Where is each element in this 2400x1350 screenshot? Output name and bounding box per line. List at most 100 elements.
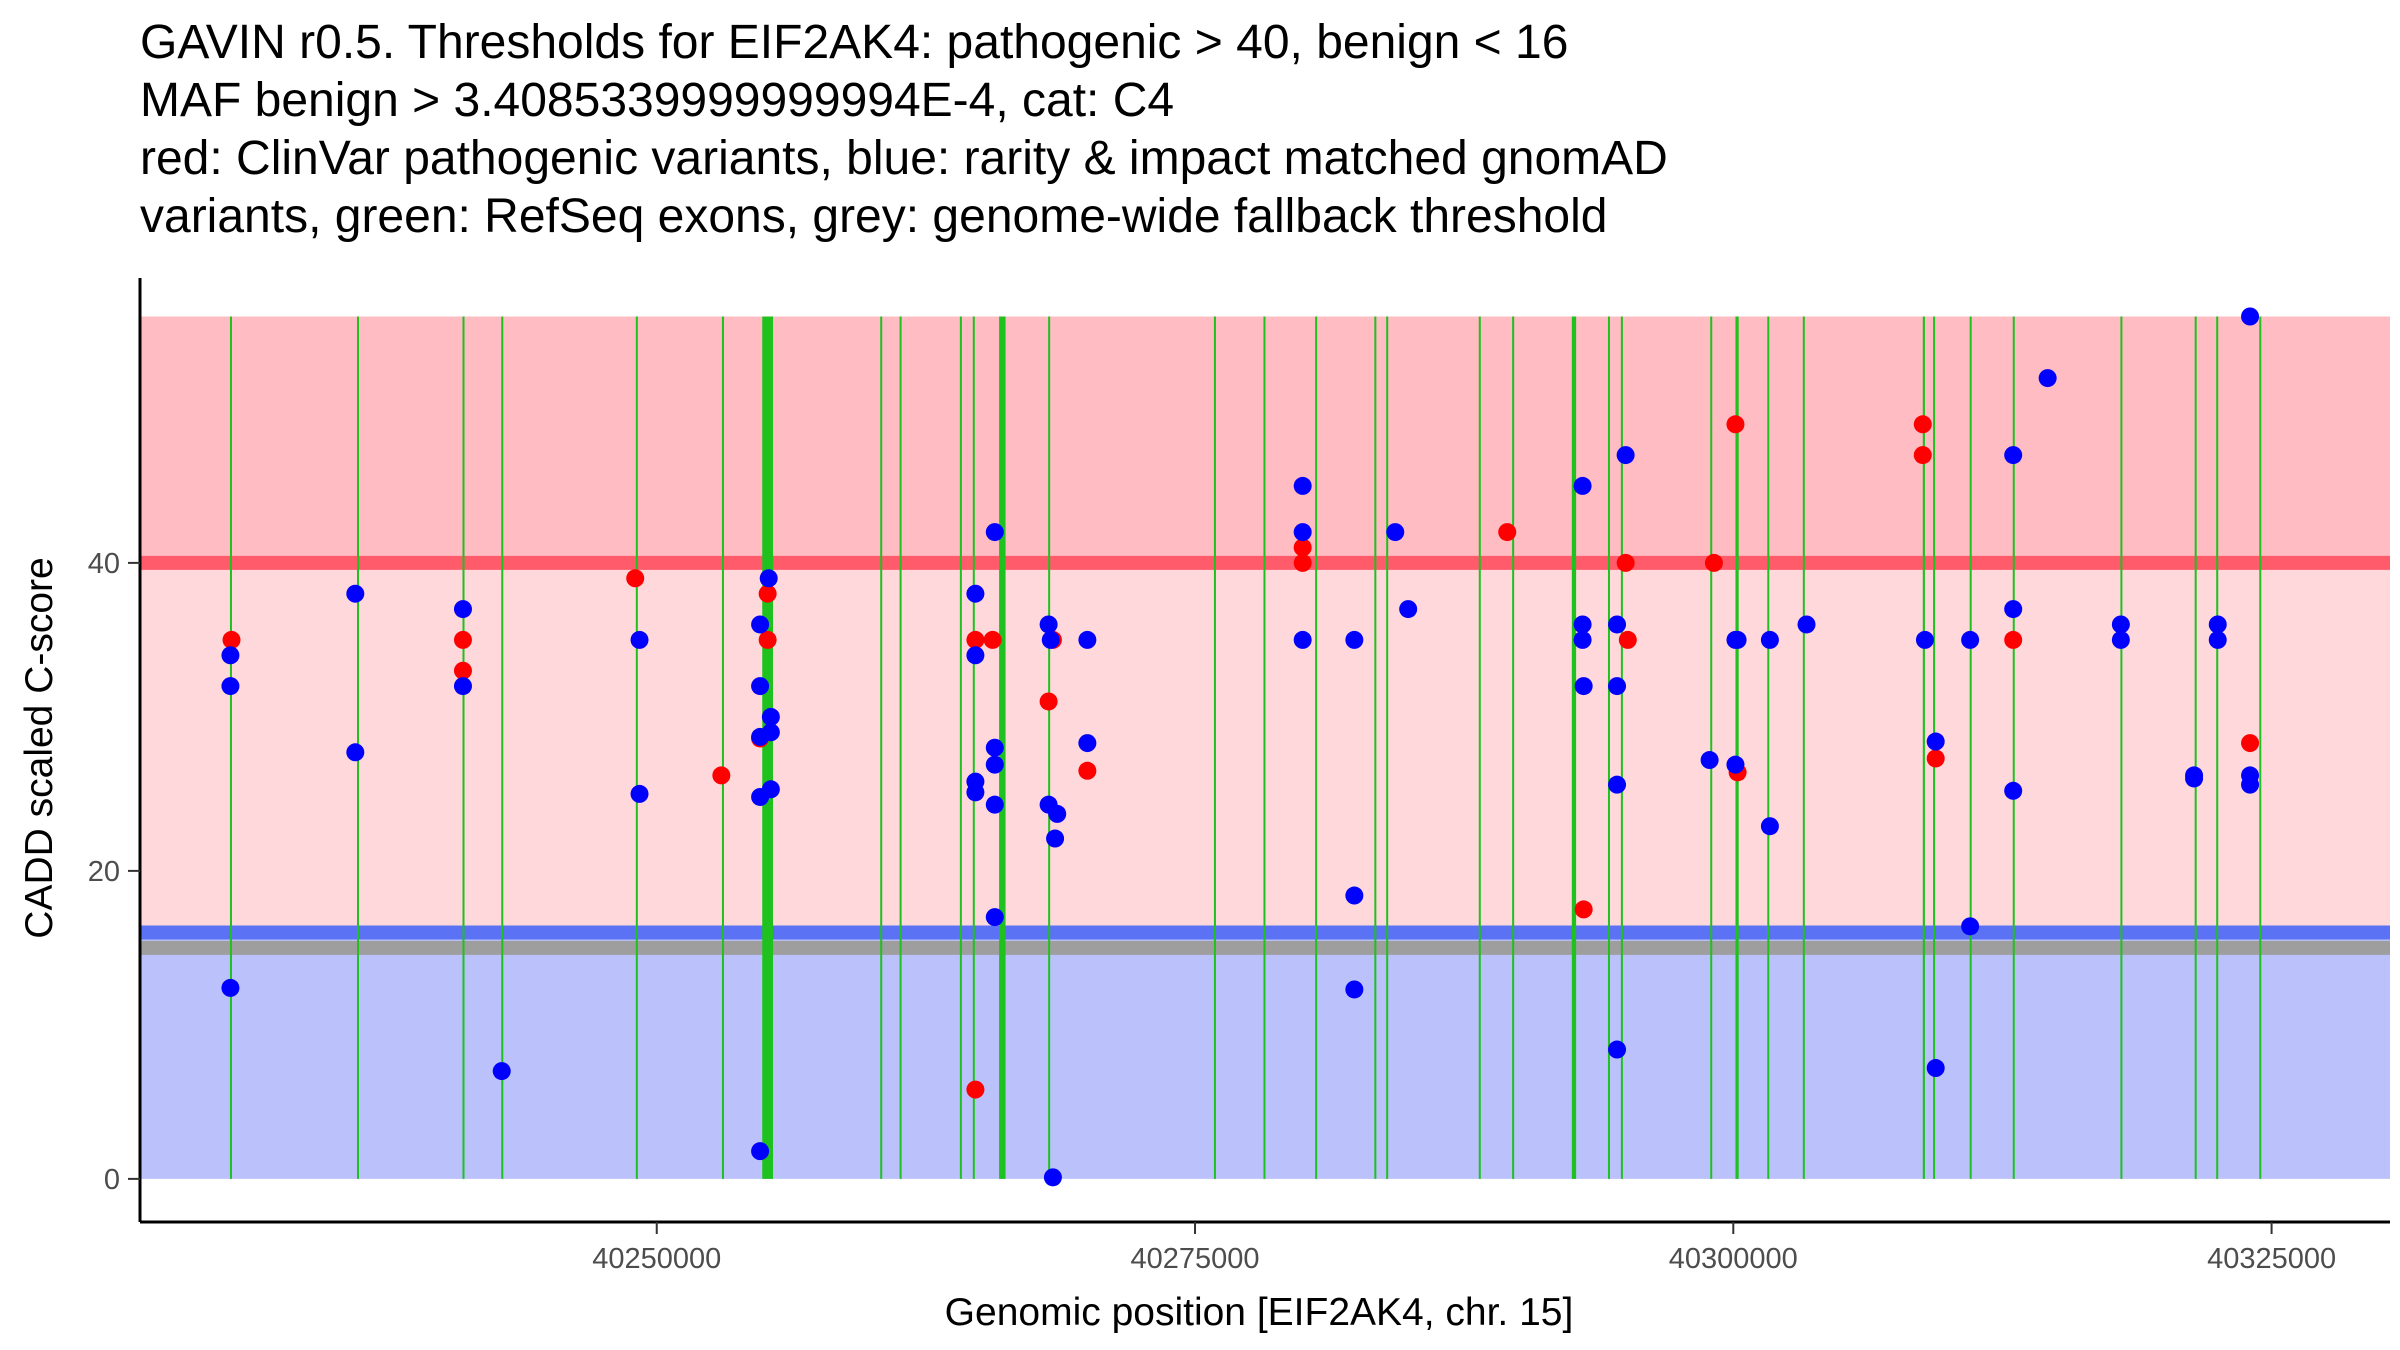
chart-title-line-2: MAF benign > 3.4085339999999994E-4, cat:… bbox=[140, 74, 1175, 127]
clinvar-pathogenic-point bbox=[758, 630, 777, 649]
gnomad-variant-point bbox=[1728, 630, 1747, 649]
clinvar-pathogenic-point bbox=[966, 630, 985, 649]
chart-title-line-3: red: ClinVar pathogenic variants, blue: … bbox=[140, 132, 1668, 185]
gnomad-variant-point bbox=[1915, 630, 1934, 649]
x-axis-title: Genomic position [EIF2AK4, chr. 15] bbox=[945, 1291, 1574, 1334]
x-tick-label: 40300000 bbox=[1669, 1243, 1798, 1275]
gnomad-variant-point bbox=[1078, 630, 1097, 649]
gnomad-variant-point bbox=[1345, 980, 1364, 999]
gnomad-variant-point bbox=[1041, 630, 1060, 649]
exon-line bbox=[1922, 316, 1925, 1179]
exon-line bbox=[462, 316, 465, 1179]
gnomad-variant-point bbox=[1760, 630, 1779, 649]
gnomad-variant-point bbox=[966, 646, 985, 665]
gnomad-variant-point bbox=[1399, 600, 1418, 619]
gnomad-variant-point bbox=[759, 569, 778, 588]
gnomad-variant-point bbox=[221, 978, 240, 997]
gnomad-variant-point bbox=[1726, 755, 1745, 774]
exon-line bbox=[762, 316, 774, 1179]
clinvar-pathogenic-point bbox=[983, 630, 1002, 649]
gnomad-variant-point bbox=[453, 600, 472, 619]
clinvar-pathogenic-point bbox=[1618, 630, 1637, 649]
exon-line bbox=[721, 316, 724, 1179]
gnomad-variant-point bbox=[1039, 615, 1058, 634]
clinvar-pathogenic-point bbox=[1498, 523, 1517, 542]
gnomad-variant-point bbox=[1293, 523, 1312, 542]
clinvar-pathogenic-point bbox=[1913, 415, 1932, 434]
clinvar-pathogenic-point bbox=[2004, 630, 2023, 649]
gnomad-variant-point bbox=[2004, 600, 2023, 619]
clinvar-pathogenic-point bbox=[1726, 415, 1745, 434]
gnomad-variant-point bbox=[2208, 615, 2227, 634]
y-tick-label: 0 bbox=[104, 1164, 120, 1196]
clinvar-pathogenic-point bbox=[1616, 553, 1635, 572]
exon-line bbox=[1607, 316, 1610, 1179]
exon-line bbox=[229, 316, 232, 1179]
gnomad-variant-point bbox=[2208, 630, 2227, 649]
gnomad-variant-point bbox=[2004, 446, 2023, 465]
clinvar-pathogenic-point bbox=[758, 584, 777, 603]
exon-line bbox=[1710, 316, 1713, 1179]
gnomad-variant-point bbox=[1043, 1168, 1062, 1187]
exon-line bbox=[1735, 316, 1739, 1179]
exon-line bbox=[1478, 316, 1481, 1179]
gnomad-variant-point bbox=[1573, 476, 1592, 495]
gnomad-variant-point bbox=[751, 615, 770, 634]
exon-line bbox=[1512, 316, 1515, 1179]
gnomad-variant-point bbox=[492, 1062, 511, 1081]
clinvar-pathogenic-point bbox=[1704, 553, 1723, 572]
gnomad-variant-point bbox=[985, 738, 1004, 757]
exon-line bbox=[972, 316, 975, 1179]
gnomad-variant-point bbox=[221, 677, 240, 696]
gnomad-variant-point bbox=[2111, 630, 2130, 649]
clinvar-pathogenic-point bbox=[453, 661, 472, 680]
exon-line bbox=[1263, 316, 1266, 1179]
gnomad-variant-point bbox=[1608, 677, 1627, 696]
clinvar-pathogenic-point bbox=[966, 1080, 985, 1099]
gnomad-variant-point bbox=[2241, 307, 2260, 326]
gnomad-variant-point bbox=[1293, 476, 1312, 495]
gnomad-variant-point bbox=[1078, 734, 1097, 753]
clinvar-pathogenic-point bbox=[1039, 692, 1058, 711]
gnomad-variant-point bbox=[1700, 751, 1719, 770]
exon-line bbox=[2012, 316, 2015, 1179]
gnomad-variant-point bbox=[1573, 615, 1592, 634]
exon-line bbox=[1213, 316, 1216, 1179]
gnomad-variant-point bbox=[1926, 1059, 1945, 1078]
gnomad-variant-point bbox=[630, 784, 649, 803]
exon-line bbox=[501, 316, 504, 1179]
gnomad-variant-point bbox=[966, 783, 985, 802]
gnomad-variant-point bbox=[1961, 917, 1980, 936]
exon-line bbox=[959, 316, 962, 1179]
exon-line bbox=[2194, 316, 2197, 1179]
chart-title-line-1: GAVIN r0.5. Thresholds for EIF2AK4: path… bbox=[140, 16, 1569, 69]
clinvar-pathogenic-point bbox=[222, 630, 241, 649]
chart-title-line-4: variants, green: RefSeq exons, grey: gen… bbox=[140, 190, 1608, 243]
gnomad-variant-point bbox=[1386, 523, 1405, 542]
gnomad-variant-point bbox=[1573, 630, 1592, 649]
gnomad-variant-point bbox=[761, 707, 780, 726]
gnomad-variant-point bbox=[751, 677, 770, 696]
exon-line bbox=[1802, 316, 1805, 1179]
gnomad-variant-point bbox=[346, 743, 365, 762]
clinvar-pathogenic-point bbox=[626, 569, 645, 588]
y-tick-label: 20 bbox=[88, 856, 120, 888]
gnomad-variant-point bbox=[761, 780, 780, 799]
gnomad-variant-point bbox=[1608, 775, 1627, 794]
clinvar-pathogenic-point bbox=[1293, 538, 1312, 557]
gnomad-variant-point bbox=[1926, 732, 1945, 751]
gnomad-variant-point bbox=[761, 723, 780, 742]
gnomad-variant-point bbox=[630, 630, 649, 649]
gnomad-variant-point bbox=[985, 795, 1004, 814]
clinvar-pathogenic-point bbox=[2241, 734, 2260, 753]
x-tick-label: 40250000 bbox=[592, 1243, 721, 1275]
exon-line bbox=[2120, 316, 2123, 1179]
clinvar-pathogenic-point bbox=[1078, 761, 1097, 780]
gnomad-variant-point bbox=[1345, 886, 1364, 905]
clinvar-pathogenic-point bbox=[453, 630, 472, 649]
x-tick-label: 40325000 bbox=[2207, 1243, 2336, 1275]
exon-line bbox=[1571, 316, 1577, 1179]
axes: 0 20 40 40250000 40275000 40300000 40325000 bbox=[88, 278, 2390, 1275]
y-axis-title: CADD scaled C-score bbox=[18, 557, 61, 938]
gnomad-variant-point bbox=[1760, 817, 1779, 836]
